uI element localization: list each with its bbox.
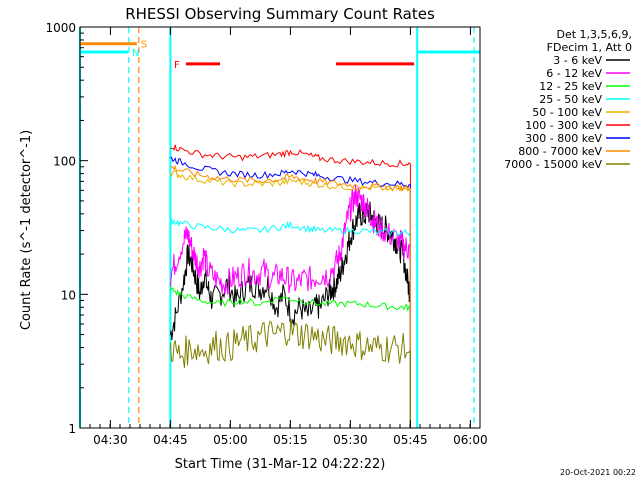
series-line-5 [169,170,411,428]
x-axis-label: Start Time (31-Mar-12 04:22:22) [175,457,386,472]
x-tick-label: 05:00 [213,433,248,447]
series-line-6 [170,144,411,428]
legend-entry: 300 - 800 keV [525,132,602,145]
x-axis: 04:30 04:45 05:00 05:15 05:30 05:45 06:00 [79,27,488,447]
flag-label: F [174,60,180,71]
plot-area: SN F [79,26,481,429]
series-line-2 [169,185,411,428]
legend-header: FDecim 1, Att 0 [547,41,632,54]
x-tick-label: 04:45 [153,433,188,447]
series-line-4 [169,217,411,428]
generated-timestamp: 20-Oct-2021 00:22 [560,468,636,477]
legend-entry: 6 - 12 keV [546,67,602,80]
y-tick-label: 100 [53,155,76,169]
x-tick-label: 04:30 [93,433,128,447]
legend-entry: 25 - 50 keV [539,93,602,106]
y-tick-label: 1000 [45,21,76,35]
series-line-3 [169,286,411,428]
x-tick-label: 05:45 [393,433,428,447]
flag-label: N [132,48,139,59]
chart-title: RHESSI Observing Summary Count Rates [125,5,435,23]
x-tick-label: 06:00 [453,433,488,447]
legend-entry: 7000 - 15000 keV [504,158,602,171]
legend-entry: 3 - 6 keV [553,54,602,67]
x-tick-label: 05:30 [333,433,368,447]
legend-entry: 800 - 7000 keV [518,145,602,158]
series-line-1 [169,201,411,428]
legend-entry: 12 - 25 keV [539,80,602,93]
y-axis: 1 10 100 1000 [45,21,88,436]
plot-frame [79,26,481,429]
x-tick-label: 05:15 [273,433,308,447]
legend-header: Det 1,3,5,6,9, [556,28,632,41]
flag-label: S [141,40,147,51]
y-axis-label: Count Rate (s^-1 detector^-1) [19,130,34,330]
y-tick-label: 1 [68,422,76,436]
legend-entry: 50 - 100 keV [532,106,602,119]
legend-entry: 100 - 300 keV [525,119,602,132]
y-tick-label: 10 [61,288,76,302]
series-line-9 [169,318,411,428]
legend: Det 1,3,5,6,9,FDecim 1, Att 03 - 6 keV6 … [504,28,632,171]
series-line-7 [170,156,411,428]
series-line-8 [170,164,411,428]
